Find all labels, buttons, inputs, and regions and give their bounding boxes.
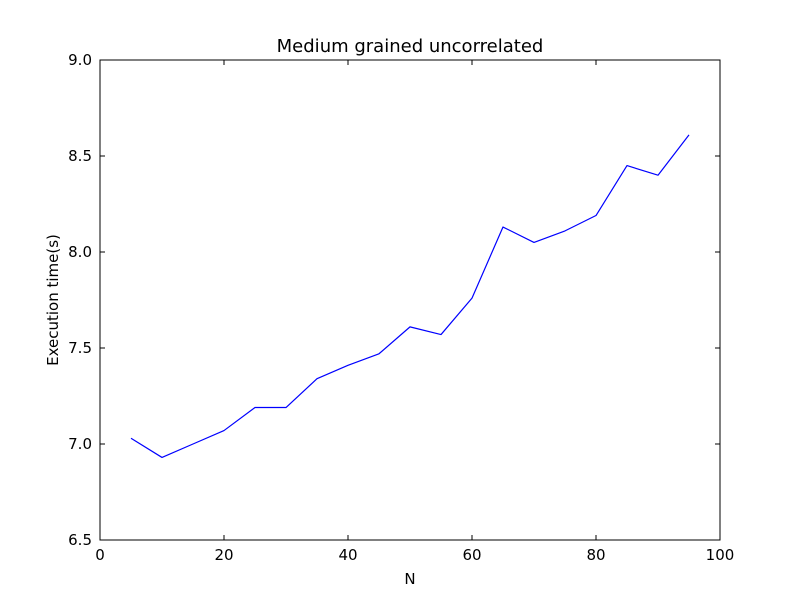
x-tick-label: 20	[214, 546, 233, 564]
plot-frame	[99, 59, 721, 541]
x-tick-label: 80	[586, 546, 605, 564]
chart-title: Medium grained uncorrelated	[277, 36, 544, 57]
y-axis: 6.5 7.0 7.5 8.0 8.5 9.0	[68, 51, 720, 549]
x-tick-label: 100	[706, 546, 735, 564]
x-tick-label: 0	[95, 546, 105, 564]
y-tick-label: 9.0	[68, 51, 92, 69]
plot-area	[99, 59, 721, 541]
y-tick-label: 7.5	[68, 339, 92, 357]
x-axis: 0 20 40 60 80 100	[95, 60, 734, 564]
series-line	[130, 134, 690, 459]
y-axis-label: Execution time(s)	[44, 234, 62, 366]
y-tick-label: 8.5	[68, 147, 92, 165]
y-tick-label: 7.0	[68, 435, 92, 453]
x-tick-label: 40	[338, 546, 357, 564]
y-tick-label: 6.5	[68, 531, 92, 549]
series-layer	[130, 134, 690, 459]
y-tick-label: 8.0	[68, 243, 92, 261]
x-axis-label: N	[404, 570, 415, 588]
x-tick-label: 60	[462, 546, 481, 564]
